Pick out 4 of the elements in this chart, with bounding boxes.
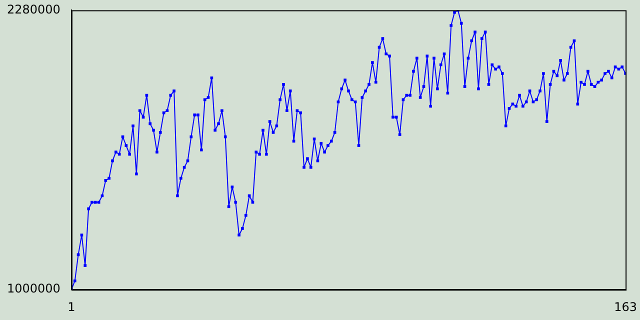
y-tick-label: 1000000 [6,282,60,296]
y-tick-label: 2280000 [6,2,60,16]
x-tick-label: 1 [68,300,76,314]
x-tick-label: 163 [614,300,637,314]
